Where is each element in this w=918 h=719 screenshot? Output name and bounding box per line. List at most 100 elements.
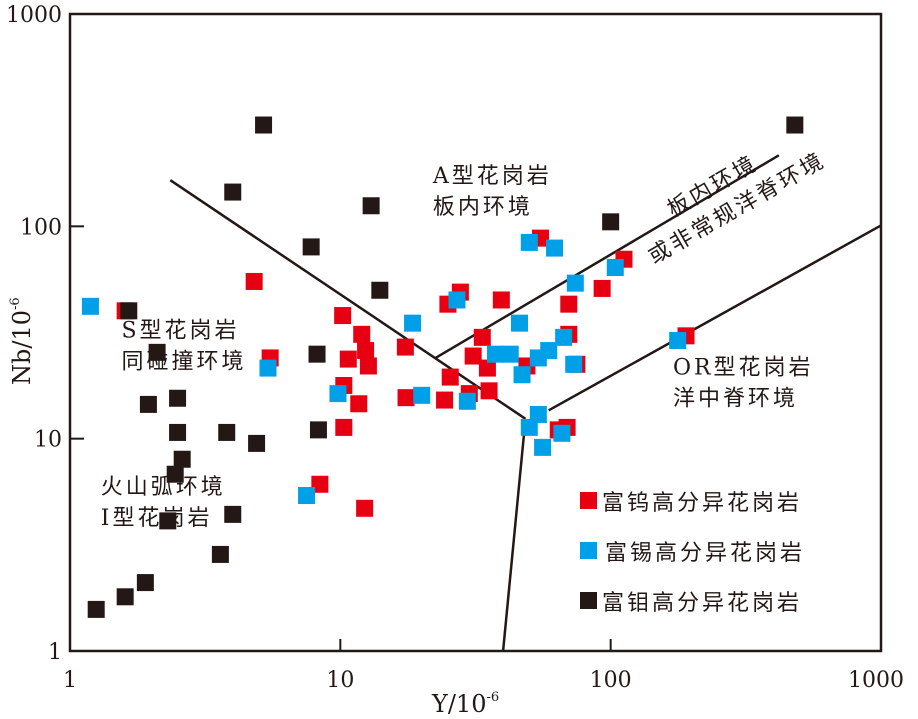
data-point-molybdenum xyxy=(302,238,320,256)
data-point-tin xyxy=(606,258,624,276)
legend-swatch-molybdenum xyxy=(580,592,597,609)
y-tick-label: 1 xyxy=(48,640,62,665)
data-point-tin xyxy=(329,385,347,403)
data-point-molybdenum xyxy=(211,545,229,563)
data-point-tungsten xyxy=(334,307,352,325)
data-point-tungsten xyxy=(593,279,611,297)
data-point-molybdenum xyxy=(308,345,326,363)
data-point-molybdenum xyxy=(786,116,804,134)
legend-swatch-tin xyxy=(580,542,597,559)
y-axis-label: Nb/10-6 xyxy=(8,297,36,385)
y-tick-label: 1000 xyxy=(6,3,62,28)
data-point-tungsten xyxy=(560,295,578,313)
data-point-tungsten xyxy=(245,272,263,290)
data-point-molybdenum xyxy=(148,343,166,361)
data-point-molybdenum xyxy=(139,395,157,413)
data-point-tungsten xyxy=(350,395,368,413)
data-points xyxy=(81,116,804,618)
y-tick-label: 100 xyxy=(20,215,62,240)
data-point-molybdenum xyxy=(87,600,105,618)
data-point-molybdenum xyxy=(169,423,187,441)
legend-swatch-tungsten xyxy=(580,492,597,509)
data-point-tungsten xyxy=(436,391,454,409)
data-point-molybdenum xyxy=(309,421,327,439)
region-label-line: 板内环境 xyxy=(433,195,533,220)
boundary-lines xyxy=(169,154,882,652)
data-point-tin xyxy=(566,274,584,292)
x-tick-label: 10 xyxy=(326,668,354,693)
data-point-molybdenum xyxy=(248,434,266,452)
region-label: 板内环境或非常规洋脊环境 xyxy=(629,121,830,270)
x-tick-label: 1000 xyxy=(848,668,904,693)
legend-label-tungsten: 富钨高分异花岗岩 xyxy=(602,491,802,516)
data-point-tin xyxy=(501,345,519,363)
data-point-tungsten xyxy=(335,418,353,436)
region-label-line: OR型花岗岩 xyxy=(673,356,814,381)
data-point-tungsten xyxy=(492,291,510,309)
data-point-tin xyxy=(448,291,466,309)
data-point-tin xyxy=(553,424,571,442)
data-point-tin xyxy=(513,366,531,384)
data-point-tin xyxy=(487,345,505,363)
data-point-molybdenum xyxy=(371,281,389,299)
data-point-tin xyxy=(520,233,538,251)
region-label: OR型花岗岩洋中脊环境 xyxy=(673,356,814,412)
data-point-tungsten xyxy=(480,382,498,400)
data-point-molybdenum xyxy=(166,465,184,483)
axis-ticks: 1 10 100 1000 1 10 100 1000 xyxy=(6,3,904,693)
data-point-tungsten xyxy=(396,338,414,356)
data-point-tin xyxy=(534,438,552,456)
data-point-molybdenum xyxy=(224,183,242,201)
data-point-tin xyxy=(259,359,277,377)
data-point-molybdenum xyxy=(362,197,380,215)
region-label-line: 洋中脊环境 xyxy=(673,387,798,412)
data-point-tin xyxy=(413,386,431,404)
vag-orog-boundary xyxy=(501,418,527,652)
data-point-molybdenum xyxy=(169,389,187,407)
region-label-line: I型花岗岩 xyxy=(101,506,213,531)
region-label-line: S型花岗岩 xyxy=(121,318,239,343)
data-point-tin xyxy=(81,297,99,315)
region-label-line: 同碰撞环境 xyxy=(121,349,246,374)
data-point-tungsten xyxy=(478,359,496,377)
data-point-tin xyxy=(669,331,687,349)
legend-label-tin: 富锡高分异花岗岩 xyxy=(605,541,805,566)
data-point-tungsten xyxy=(356,499,374,517)
data-point-tin xyxy=(520,418,538,436)
data-point-tungsten xyxy=(441,368,459,386)
data-point-tungsten xyxy=(353,325,371,343)
data-point-tungsten xyxy=(359,357,377,375)
data-point-molybdenum xyxy=(218,423,236,441)
data-point-tin xyxy=(529,405,547,423)
data-point-tin xyxy=(510,314,528,332)
data-point-tungsten xyxy=(357,342,375,360)
plot-frame xyxy=(68,12,883,653)
data-point-molybdenum xyxy=(173,450,191,468)
data-point-molybdenum xyxy=(116,588,134,606)
data-point-tungsten xyxy=(473,328,491,346)
y-tick-label: 10 xyxy=(34,428,62,453)
region-label: A型花岗岩板内环境 xyxy=(432,164,552,220)
legend: 富钨高分异花岗岩 富锡高分异花岗岩 富钼高分异花岗岩 xyxy=(580,491,805,616)
region-labels: A型花岗岩板内环境 板内环境或非常规洋脊环境 S型花岗岩同碰撞环境 OR型花岗岩洋中脊… xyxy=(101,121,830,531)
org-boundary xyxy=(548,224,882,412)
wpg-upper-boundary xyxy=(434,154,780,360)
data-point-molybdenum xyxy=(159,512,177,530)
region-label-line: A型花岗岩 xyxy=(432,164,552,189)
data-point-molybdenum xyxy=(602,213,620,231)
data-point-tungsten xyxy=(339,350,357,368)
data-point-molybdenum xyxy=(255,116,273,134)
legend-label-molybdenum: 富钼高分异花岗岩 xyxy=(602,591,802,616)
x-tick-label: 100 xyxy=(590,668,632,693)
data-point-tin xyxy=(298,486,316,504)
vag-syn-colg-wpg-boundary xyxy=(169,179,527,420)
data-point-tin xyxy=(565,355,583,373)
x-axis-label: Y/10-6 xyxy=(431,690,499,718)
data-point-tin xyxy=(458,392,476,410)
data-point-tungsten xyxy=(397,389,415,407)
data-point-tin xyxy=(546,239,564,257)
data-point-tungsten xyxy=(464,347,482,365)
data-point-tungsten xyxy=(311,475,329,493)
region-label: 火山弧环境 I型花岗岩 xyxy=(101,475,226,531)
